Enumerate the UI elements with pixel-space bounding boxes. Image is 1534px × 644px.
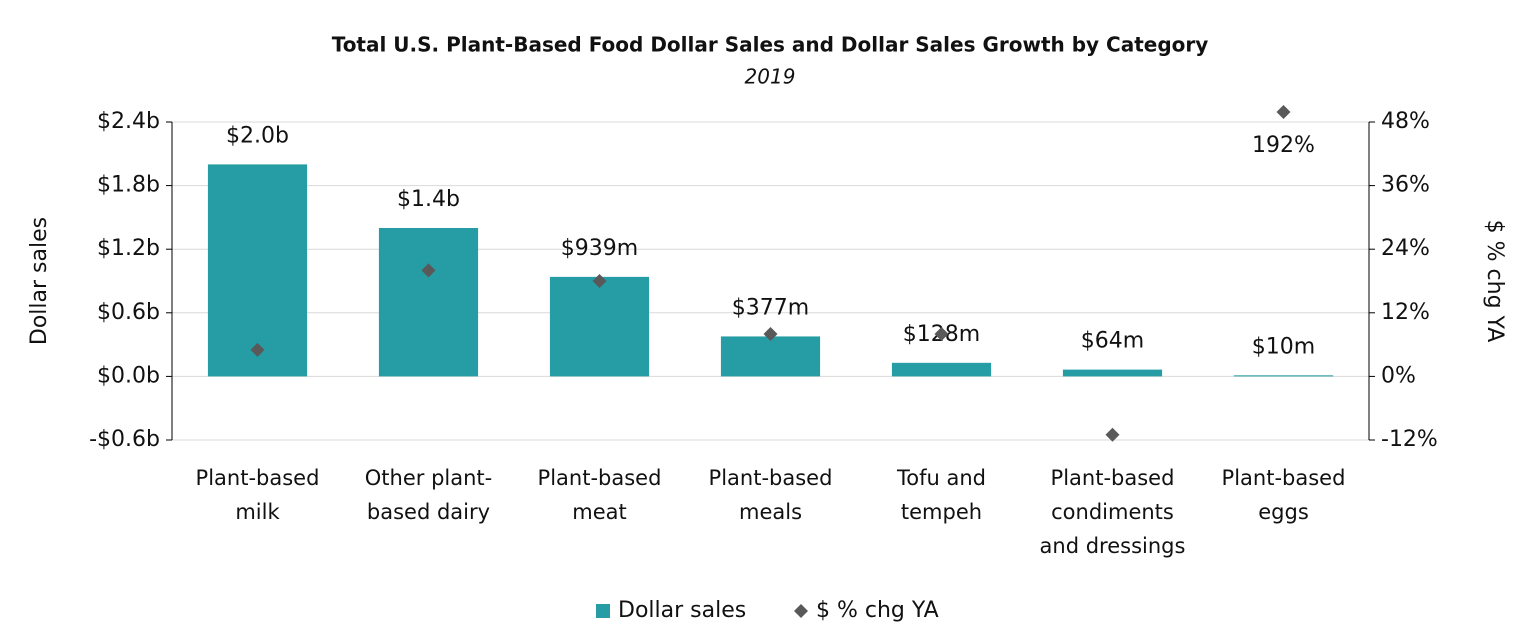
x-tick-label: Other plant- based dairy (364, 466, 493, 524)
legend-label: $ % chg YA (816, 598, 939, 623)
x-tick-label: Plant-based milk (195, 466, 320, 524)
x-tick-label: Plant-based eggs (1221, 466, 1346, 524)
x-tick-label: Tofu and tempeh (897, 466, 986, 524)
chart-subtitle: 2019 (745, 65, 796, 89)
data-label: $2.0b (226, 123, 289, 148)
y-tick-label: $0.0b (97, 363, 160, 388)
data-label: $377m (732, 295, 809, 320)
legend-label: Dollar sales (618, 598, 746, 623)
legend-swatch (794, 604, 808, 618)
marker (763, 327, 778, 341)
chart-title: Total U.S. Plant-Based Food Dollar Sales… (332, 33, 1209, 57)
legend-swatch (596, 604, 610, 618)
y-tick-label: $0.6b (97, 300, 160, 325)
y2-tick-label: 12% (1381, 300, 1430, 325)
marker (250, 342, 265, 357)
y-axis-label: Dollar sales (27, 217, 52, 345)
y-tick-label: $1.8b (97, 173, 160, 198)
y2-tick-label: 48% (1381, 109, 1430, 134)
y2-tick-label: 0% (1381, 363, 1416, 388)
x-tick-label: Plant-based meat (537, 466, 662, 524)
x-tick-label: Plant-based condiments and dressings (1039, 466, 1186, 558)
bar (378, 228, 479, 377)
marker (934, 327, 949, 341)
data-label: $10m (1252, 334, 1315, 359)
data-label: 192% (1252, 133, 1315, 158)
marker (421, 263, 436, 278)
bar (549, 276, 650, 377)
y2-tick-label: 36% (1381, 173, 1430, 198)
marker (592, 274, 607, 288)
bar (1233, 375, 1334, 377)
bar (207, 164, 308, 377)
y2-axis-label: $ % chg YA (1482, 220, 1507, 343)
bar (720, 336, 821, 377)
y2-tick-label: 24% (1381, 236, 1430, 261)
x-tick-label: Plant-based meals (708, 466, 833, 524)
data-label: $1.4b (397, 187, 460, 212)
marker (1276, 105, 1291, 119)
y-tick-label: -$0.6b (89, 427, 160, 452)
y-tick-label: $1.2b (97, 236, 160, 261)
y2-tick-label: -12% (1381, 427, 1438, 452)
data-label: $64m (1081, 329, 1144, 354)
bar (1062, 369, 1163, 377)
bar (891, 362, 992, 377)
y-tick-label: $2.4b (97, 109, 160, 134)
marker (1105, 427, 1120, 442)
data-label: $939m (561, 236, 638, 261)
